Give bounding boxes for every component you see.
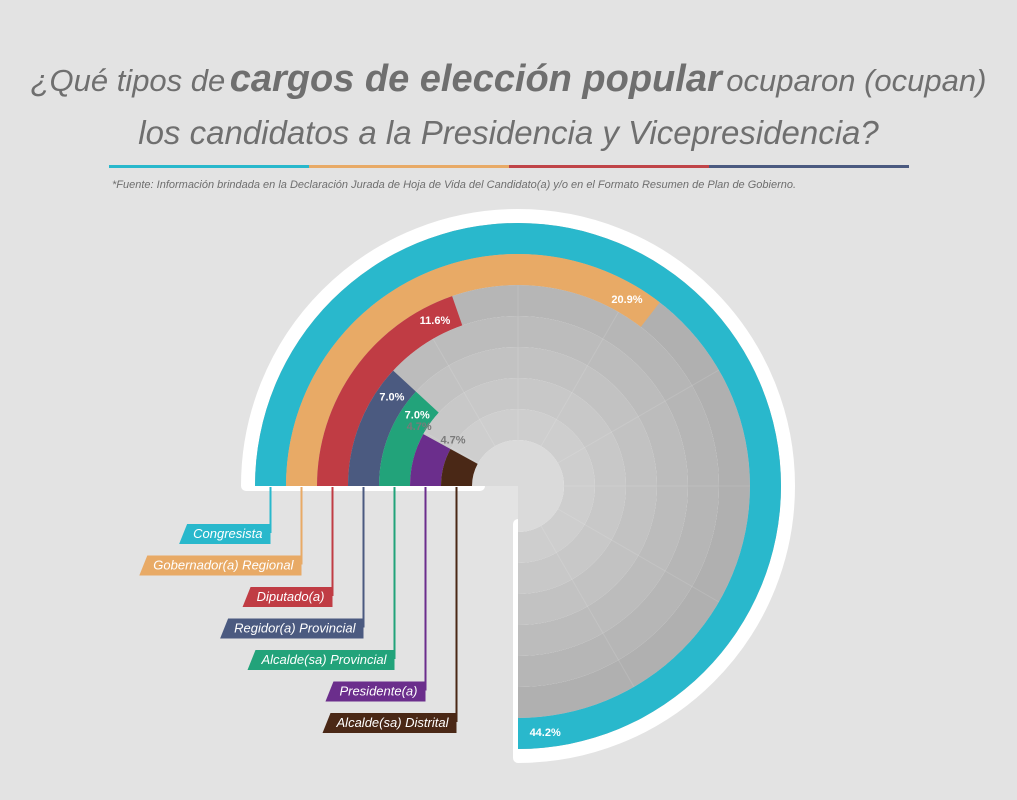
grid-line xyxy=(557,354,747,464)
value-label-3: 11.6% xyxy=(420,315,451,327)
value-label-4: 7.0% xyxy=(379,392,404,404)
legend-label-2: Gobernador(a) Regional xyxy=(153,558,294,573)
track-ring-7 xyxy=(441,409,595,563)
legend-tag-6 xyxy=(325,681,426,702)
source-note: *Fuente: Información brindada en la Decl… xyxy=(112,179,797,191)
title-divider xyxy=(109,165,909,168)
bar-2 xyxy=(286,254,660,486)
divider-segment-2 xyxy=(309,165,509,168)
legend-label-3: Diputado(a) xyxy=(257,589,325,604)
title-part-3: ocuparon (ocupan) xyxy=(726,63,987,98)
value-label-7: 4.7% xyxy=(441,434,466,446)
bar-7 xyxy=(441,449,478,486)
legend-tag-1 xyxy=(179,524,271,544)
legend-label-7: Alcalde(sa) Distrital xyxy=(336,715,450,730)
bar-6 xyxy=(410,434,451,486)
legend-tag-2 xyxy=(139,555,302,576)
title-part-2: cargos de elección popular xyxy=(229,58,722,100)
grid-line xyxy=(540,525,650,715)
value-label-2: 20.9% xyxy=(611,294,642,306)
chart-title: ¿Qué tipos de cargos de elección popular… xyxy=(0,56,1017,156)
bar-3 xyxy=(317,296,463,486)
legend-tag-7 xyxy=(322,713,457,733)
grid-line xyxy=(557,508,747,618)
divider-segment-4 xyxy=(709,165,909,168)
title-line-2: los candidatos a la Presidencia y Vicepr… xyxy=(138,114,879,151)
legend-label-6: Presidente(a) xyxy=(339,684,417,699)
legend-tag-4 xyxy=(220,618,364,639)
title-line-1: ¿Qué tipos de cargos de elección popular… xyxy=(0,56,1017,110)
value-label-1: 44.2% xyxy=(530,727,561,739)
legend-label-4: Regidor(a) Provincial xyxy=(234,621,356,636)
divider-segment-1 xyxy=(109,165,309,168)
bar-5 xyxy=(379,391,439,486)
value-label-5: 7.0% xyxy=(405,410,430,422)
legend-tag-5 xyxy=(247,650,395,670)
title-part-1: ¿Qué tipos de xyxy=(30,63,226,98)
divider-segment-3 xyxy=(509,165,709,168)
bar-4 xyxy=(348,370,416,486)
legend-label-1: Congresista xyxy=(193,526,262,541)
legend-label-5: Alcalde(sa) Provincial xyxy=(261,652,388,667)
value-label-6: 4.7% xyxy=(407,421,432,433)
chart-hub xyxy=(472,440,564,532)
legend-tag-3 xyxy=(242,587,333,607)
